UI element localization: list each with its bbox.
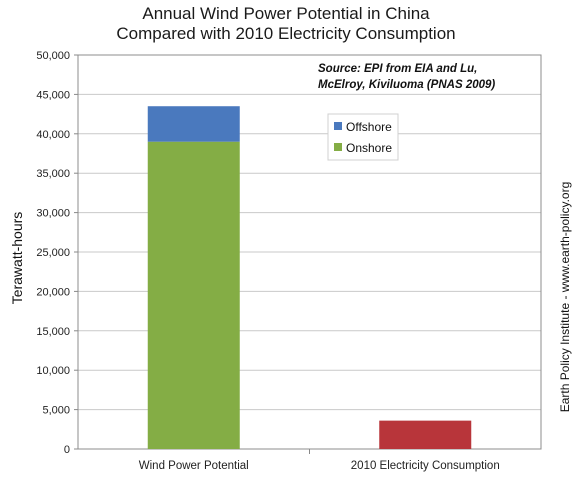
y-tick-label: 5,000	[42, 405, 70, 417]
chart-title-line2: Compared with 2010 Electricity Consumpti…	[116, 24, 456, 43]
legend-box	[327, 113, 399, 161]
y-tick-label: 0	[64, 444, 70, 456]
legend-label-offshore: Offshore	[346, 120, 392, 134]
legend-swatch-offshore	[334, 122, 342, 130]
source-note: Source: EPI from EIA and Lu, McElroy, Ki…	[318, 61, 495, 93]
chart-title-line1: Annual Wind Power Potential in China	[142, 4, 430, 23]
y-tick-label: 25,000	[36, 247, 70, 259]
source-line1: Source: EPI from EIA and Lu,	[318, 63, 478, 75]
y-tick-label: 35,000	[36, 168, 70, 180]
legend-label-onshore: Onshore	[346, 141, 392, 155]
source-line2: McElroy, Kiviluoma (PNAS 2009)	[318, 79, 496, 91]
y-tick-label: 20,000	[36, 286, 70, 298]
bar-onshore-0	[147, 141, 240, 449]
bar-offshore-0	[147, 106, 240, 142]
y-tick-label: 50,000	[36, 50, 70, 62]
bar-consumption-1	[379, 420, 472, 449]
y-tick-label: 40,000	[36, 129, 70, 141]
x-tick-label: Wind Power Potential	[139, 460, 249, 472]
y-tick-label: 45,000	[36, 89, 70, 101]
x-tick-label: 2010 Electricity Consumption	[351, 460, 500, 472]
y-tick-label: 15,000	[36, 326, 70, 338]
y-tick-label: 10,000	[36, 365, 70, 377]
legend-swatch-onshore	[334, 143, 342, 151]
y-tick-label: 30,000	[36, 208, 70, 220]
